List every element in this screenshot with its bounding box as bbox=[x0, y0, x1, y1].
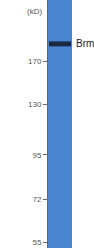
svg-text:55: 55 bbox=[32, 238, 41, 247]
svg-text:72: 72 bbox=[32, 195, 41, 204]
svg-text:(kD): (kD) bbox=[27, 7, 42, 16]
svg-text:Brm: Brm bbox=[76, 38, 94, 49]
svg-text:95: 95 bbox=[32, 151, 41, 160]
svg-text:130: 130 bbox=[28, 100, 42, 109]
svg-text:170: 170 bbox=[28, 57, 42, 66]
